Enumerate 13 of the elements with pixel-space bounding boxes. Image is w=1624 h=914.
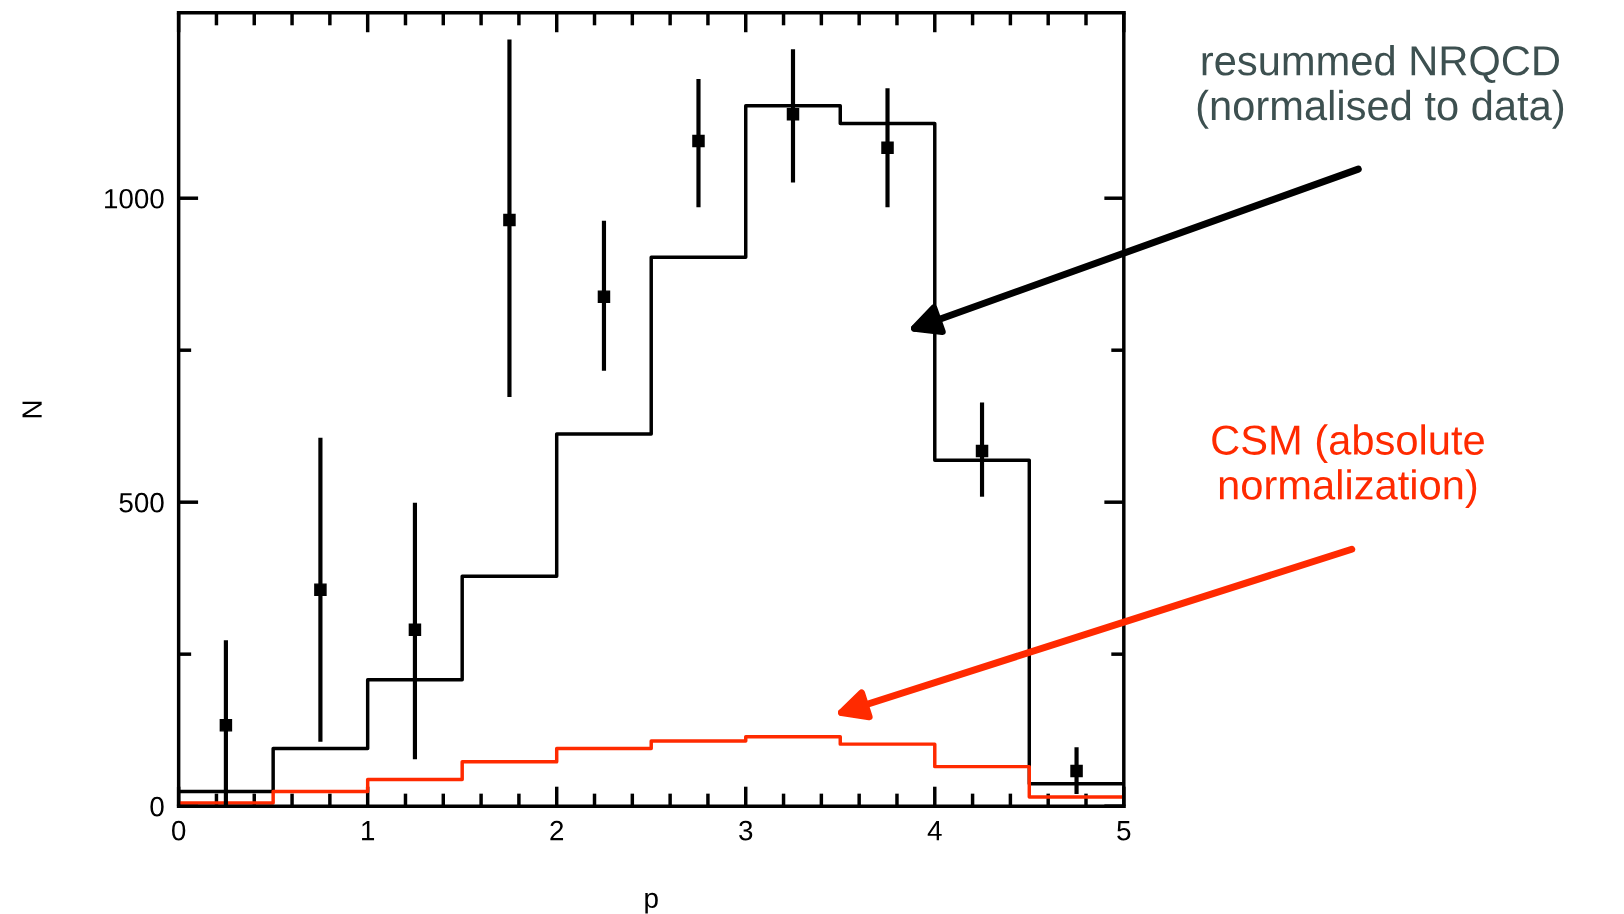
x-axis-title: p — [645, 892, 658, 914]
y-axis-title: N — [22, 401, 42, 418]
x-tick-label: 5 — [1117, 821, 1131, 841]
text: CSM (absolute normalization) — [1212, 424, 1484, 508]
x-tick-label: 3 — [739, 820, 753, 841]
x-tick-label: 1 — [362, 821, 375, 841]
x-tick-label: 0 — [172, 820, 186, 841]
text: resummed NRQCD (normalised to data) — [1197, 44, 1564, 129]
x-tick-label: 4 — [927, 821, 942, 841]
x-tick-label: 2 — [550, 820, 564, 841]
y-tick-label: 0 — [150, 796, 164, 817]
y-tick-label: 1000 — [105, 188, 164, 209]
y-tick-label: 500 — [119, 492, 164, 513]
